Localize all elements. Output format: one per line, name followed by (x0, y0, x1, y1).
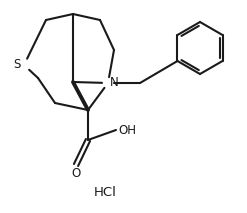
Text: N: N (110, 76, 119, 89)
Text: HCl: HCl (94, 186, 116, 199)
Text: OH: OH (118, 124, 136, 137)
Text: O: O (71, 167, 81, 180)
Text: S: S (14, 59, 21, 72)
